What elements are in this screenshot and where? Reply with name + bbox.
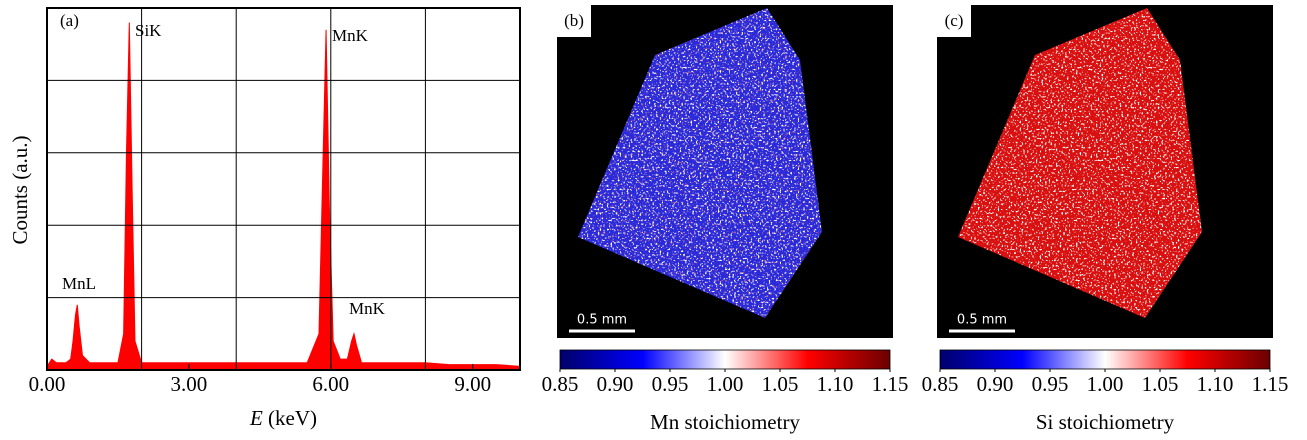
spectrum-area bbox=[46, 22, 521, 371]
colorbar bbox=[939, 349, 1271, 370]
x-axis-unit: (keV) bbox=[268, 406, 317, 430]
colorbar-tick-label: 0.95 bbox=[652, 372, 689, 396]
colorbar-tick-label: 1.15 bbox=[872, 372, 909, 396]
x-tick-label: 3.00 bbox=[171, 372, 208, 396]
colorbar-tick-label: 1.00 bbox=[707, 372, 744, 396]
colorbar-tick-label: 1.00 bbox=[1087, 372, 1124, 396]
colorbar-tick-label: 1.10 bbox=[1197, 372, 1234, 396]
colorbar-tick-label: 1.15 bbox=[1252, 372, 1289, 396]
x-axis-symbol: E bbox=[249, 406, 263, 430]
colorbar-tick-label: 1.10 bbox=[817, 372, 854, 396]
colorbar-label: Mn stoichiometry bbox=[650, 410, 800, 434]
panel-label: (b) bbox=[564, 11, 584, 30]
peak-label: SiK bbox=[135, 21, 162, 40]
peak-label: MnL bbox=[62, 274, 96, 293]
colorbar-label: Si stoichiometry bbox=[1036, 410, 1175, 434]
colorbar-tick-label: 0.85 bbox=[542, 372, 579, 396]
scale-bar-label: 0.5 mm bbox=[957, 313, 1007, 328]
x-tick-label: 9.00 bbox=[454, 372, 491, 396]
colorbar-tick-label: 0.90 bbox=[977, 372, 1014, 396]
colorbar-tick-label: 1.05 bbox=[762, 372, 799, 396]
colorbar-tick-label: 0.95 bbox=[1032, 372, 1069, 396]
peak-label: MnK bbox=[349, 299, 386, 318]
plot-frame bbox=[46, 7, 521, 371]
peak-label: MnK bbox=[332, 26, 369, 45]
scale-bar-label: 0.5 mm bbox=[577, 313, 627, 328]
panel-label: (c) bbox=[945, 11, 964, 30]
maps bbox=[557, 5, 1273, 338]
colorbar-tick-label: 1.05 bbox=[1142, 372, 1179, 396]
colorbar-tick-label: 0.85 bbox=[922, 372, 959, 396]
y-axis-label: Counts (a.u.) bbox=[8, 135, 32, 244]
panel-label-box bbox=[937, 5, 971, 37]
colorbar-tick-label: 0.90 bbox=[597, 372, 634, 396]
x-axis-label: E (keV) bbox=[249, 406, 317, 430]
x-tick-label: 6.00 bbox=[312, 372, 349, 396]
panel-label-box bbox=[557, 5, 591, 37]
x-tick-label: 0.00 bbox=[29, 372, 66, 396]
colorbar bbox=[559, 349, 891, 370]
panel-label: (a) bbox=[60, 11, 79, 30]
